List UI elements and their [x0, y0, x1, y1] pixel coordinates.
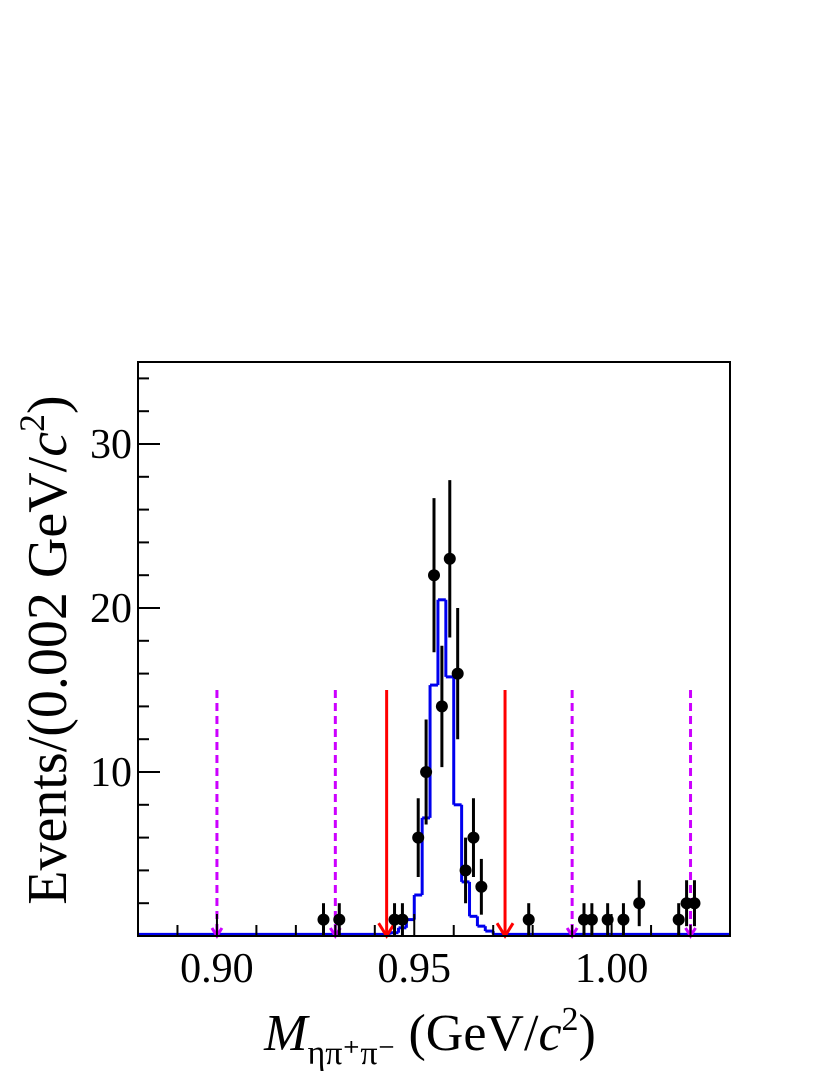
plot-frame: [137, 361, 731, 937]
x-label-close: ): [579, 1005, 596, 1062]
x-tick-label: 1.00: [575, 946, 649, 992]
data-point: [672, 913, 685, 926]
x-label-unit: (GeV/: [395, 1005, 539, 1062]
data-point: [428, 569, 440, 582]
x-tick-label: 0.90: [180, 946, 254, 992]
y-tick-label: 20: [90, 586, 132, 632]
y-tick-label: 30: [90, 422, 132, 468]
data-point: [467, 831, 480, 844]
data-point: [633, 897, 646, 910]
data-point: [459, 864, 472, 877]
y-tick-label: 10: [90, 750, 132, 796]
y-label-exponent: 2: [12, 414, 52, 432]
data-point: [688, 897, 701, 910]
data-point: [396, 913, 409, 926]
data-point: [475, 880, 488, 893]
data-point: [435, 700, 448, 713]
x-label-symbol: M: [263, 1005, 310, 1062]
data-point: [585, 913, 598, 926]
data-point: [412, 831, 425, 844]
x-axis-label: Mηπ⁺π⁻ (GeV/c2): [263, 1001, 596, 1072]
x-label-exponent: 2: [562, 1001, 579, 1038]
x-label-subscript: ηπ⁺π⁻: [307, 1035, 395, 1072]
x-tick-label: 0.95: [378, 946, 452, 992]
data-point: [617, 913, 630, 926]
data-point: [522, 913, 535, 926]
data-point: [317, 913, 330, 926]
y-label-text: Events/(0.002 GeV/: [17, 456, 79, 904]
data-point: [443, 552, 456, 565]
data-point: [333, 913, 346, 926]
x-label-unit-var: c: [538, 1005, 561, 1062]
y-axis-label: Events/(0.002 GeV/c2): [12, 395, 79, 904]
data-point: [451, 667, 464, 680]
data-point: [420, 766, 433, 778]
y-label-unit-var: c: [17, 432, 79, 457]
y-label-close: ): [17, 395, 79, 414]
